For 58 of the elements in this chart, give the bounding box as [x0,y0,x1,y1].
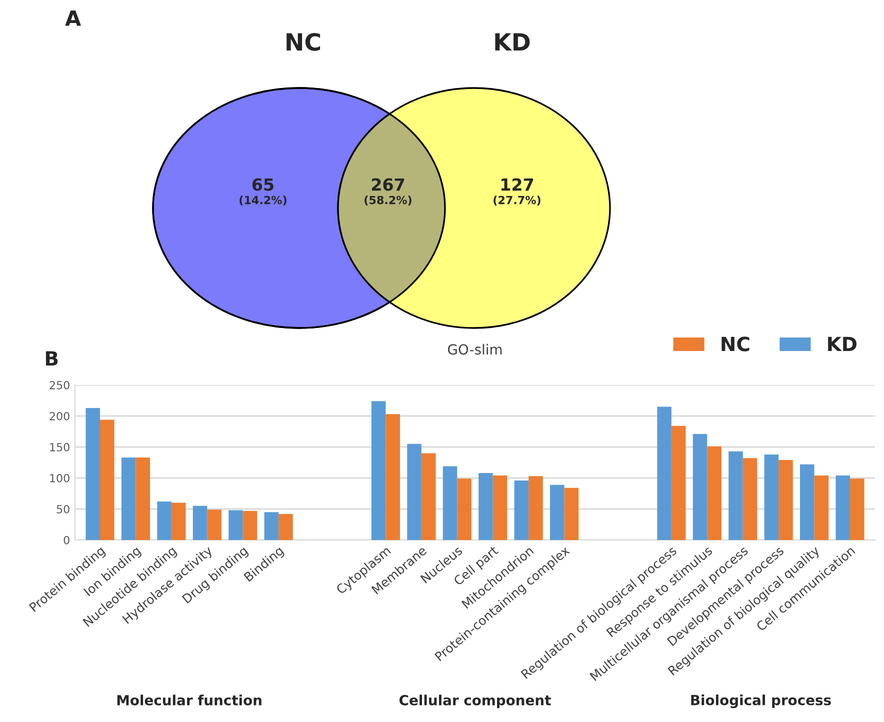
bar [421,453,436,540]
bar [514,480,529,540]
bar [100,420,114,540]
bar [192,506,208,540]
y-tick-label: 150 [50,442,70,452]
text: A [65,10,82,26]
y-tick-label: 50 [56,504,70,514]
bar [457,478,472,540]
bar [136,458,150,540]
bar [764,454,779,540]
bar [207,510,222,540]
bar [157,502,172,540]
legend-label: KD [828,336,856,352]
bar [814,476,829,540]
y-tick-label: 100 [50,474,70,482]
data-label: 65 [252,178,274,191]
bar [86,408,100,540]
text: KD [495,33,530,51]
bar [800,464,814,540]
data-label: 127 [501,178,534,191]
data-label: 267 [372,178,404,191]
bar [278,514,293,540]
text: Biological process [691,694,831,708]
bar [836,476,850,540]
bar [778,460,793,540]
y-tick-label: 200 [50,412,70,420]
bar [242,510,258,540]
bar [386,414,400,540]
text: (27.7%) [494,196,540,206]
text: Molecular function [117,694,262,706]
bar [171,502,186,540]
bar [657,406,672,540]
text: (14.2%) [240,196,286,206]
bar [442,466,458,540]
legend-label: NC [722,336,750,352]
bar [728,451,743,540]
bar [550,484,564,540]
bar [492,476,508,540]
bar [671,426,686,540]
y-tick-label: 0 [64,536,70,544]
bar [528,476,543,540]
y-tick-label: 250 [50,380,70,390]
bar [228,510,243,540]
bar [121,458,136,540]
text: NC [286,32,320,51]
bar [564,488,579,540]
bar [371,401,386,540]
text: Cellular component [399,694,551,708]
bar [407,444,422,540]
text: (58.2%) [364,196,412,206]
bar [742,458,758,540]
bar [264,512,279,540]
bar [692,434,708,540]
text: B [46,351,58,366]
chart-title: GO-slim [448,344,502,355]
bar [707,446,722,540]
bar [850,478,864,540]
bar [478,473,493,540]
